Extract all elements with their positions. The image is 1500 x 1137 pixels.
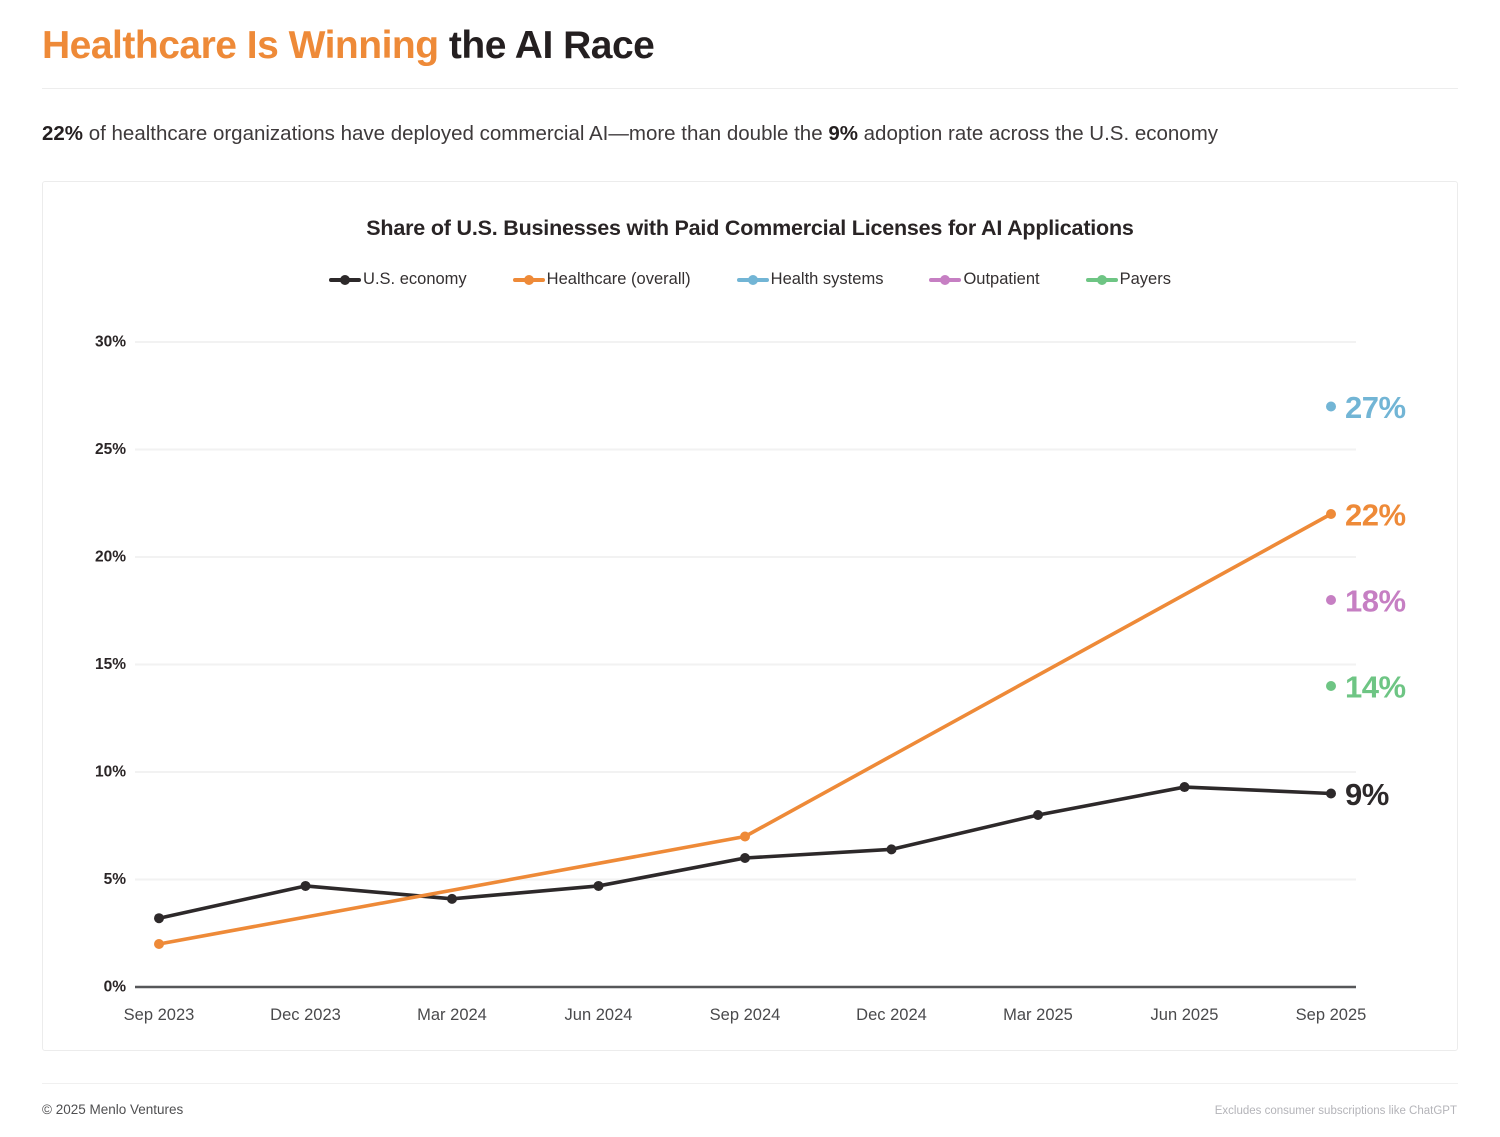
data-point-dot — [1326, 788, 1336, 799]
chart-legend: U.S. economy Healthcare (overall) Health s… — [43, 270, 1457, 289]
x-tick-label: Sep 2024 — [710, 1006, 781, 1024]
chart-plot: 0% 5% 10% 15% 20% 25% 30% Sep 2023 Dec 2023 Mar 2… — [95, 334, 1406, 1025]
data-point-dot — [1326, 595, 1336, 605]
legend-marker-icon — [512, 274, 545, 285]
legend-item: Healthcare (overall) — [512, 270, 691, 289]
data-point-dot — [300, 880, 311, 891]
subtitle-stat-healthcare: 22% — [42, 122, 84, 145]
legend-label: Outpatient — [963, 270, 1040, 288]
legend-item: Outpatient — [929, 270, 1040, 289]
data-point-dot — [1179, 782, 1190, 793]
legend-label: Payers — [1119, 270, 1171, 288]
page-title: Healthcare Is Winning the AI Race — [42, 24, 655, 68]
legend-dot — [340, 274, 351, 285]
legend-marker-icon — [329, 274, 362, 285]
legend-label: Healthcare (overall) — [546, 270, 691, 288]
data-point-dot — [447, 893, 457, 904]
legend-label: U.S. economy — [363, 270, 467, 288]
legend-dot — [523, 274, 534, 285]
series-end-label: 18% — [1345, 584, 1406, 619]
footer-divider — [42, 1083, 1458, 1084]
series-end-label: 9% — [1345, 777, 1389, 812]
series-end-label: 14% — [1345, 670, 1406, 705]
y-tick-label: 25% — [95, 441, 126, 458]
footer-copyright: © 2025 Menlo Ventures — [42, 1102, 184, 1117]
page-title-rest: the AI Race — [438, 24, 655, 67]
chart-card: Share of U.S. Businesses with Paid Comme… — [42, 181, 1458, 1051]
page-title-highlight: Healthcare Is Winning — [42, 24, 439, 67]
data-point-dot — [154, 939, 164, 949]
legend-item: Health systems — [736, 270, 884, 289]
legend-dot — [940, 274, 951, 285]
legend-dot — [1096, 274, 1107, 285]
data-point-dot — [593, 880, 604, 891]
x-tick-label: Jun 2025 — [1151, 1006, 1219, 1024]
legend-marker-icon — [1085, 274, 1118, 285]
subtitle: 22% of healthcare organizations have dep… — [42, 122, 1218, 146]
data-point-dot — [1326, 509, 1336, 519]
x-tick-label: Sep 2025 — [1296, 1006, 1367, 1024]
data-point-dot — [886, 844, 897, 855]
legend-label: Health systems — [770, 270, 884, 288]
x-tick-label: Mar 2025 — [1003, 1006, 1073, 1024]
data-point-dot — [1326, 401, 1336, 412]
y-tick-label: 20% — [95, 549, 126, 566]
legend-item: U.S. economy — [329, 270, 467, 289]
data-point-dot — [154, 913, 164, 924]
x-tick-label: Dec 2024 — [856, 1006, 927, 1024]
footer-note: Excludes consumer subscriptions like Cha… — [1214, 1105, 1457, 1117]
data-point-dot — [1326, 681, 1336, 691]
series-end-label: 22% — [1345, 498, 1406, 533]
series-end-label: 27% — [1345, 390, 1406, 425]
series-line — [157, 785, 1333, 921]
y-tick-label: 15% — [95, 656, 126, 673]
data-point-dot — [1033, 810, 1043, 820]
x-tick-label: Sep 2023 — [124, 1006, 195, 1024]
legend-dot — [747, 274, 758, 285]
data-point-dot — [740, 853, 750, 863]
header-divider — [42, 88, 1458, 89]
x-tick-label: Mar 2024 — [417, 1006, 487, 1024]
legend-item: Payers — [1085, 270, 1171, 289]
data-point-dot — [740, 831, 750, 842]
x-tick-label: Jun 2024 — [565, 1006, 633, 1024]
x-tick-label: Dec 2023 — [270, 1006, 341, 1024]
subtitle-text-1: of healthcare organizations have deploye… — [83, 122, 829, 145]
subtitle-stat-economy: 9% — [828, 122, 858, 145]
legend-marker-icon — [929, 274, 962, 285]
y-tick-label: 30% — [95, 334, 126, 351]
y-tick-label: 5% — [104, 871, 127, 888]
legend-marker-icon — [736, 274, 769, 285]
y-tick-label: 10% — [95, 764, 126, 781]
y-tick-label: 0% — [104, 979, 127, 996]
subtitle-text-2: adoption rate across the U.S. economy — [857, 122, 1219, 145]
chart-title: Share of U.S. Businesses with Paid Comme… — [366, 216, 1134, 240]
